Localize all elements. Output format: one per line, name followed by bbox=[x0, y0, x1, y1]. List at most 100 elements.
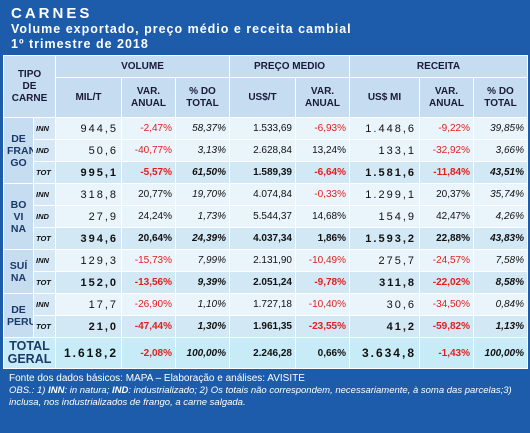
cell: 58,37% bbox=[175, 117, 230, 140]
cell: 944,5 bbox=[55, 117, 122, 140]
cell: 1.581,6 bbox=[349, 161, 420, 184]
label-line: PERU bbox=[7, 315, 34, 328]
data-row: SUÍ NA INN 129,3 -15,73% 7,99% 2.131,90 -10,49%… bbox=[3, 249, 528, 294]
cell: -2,47% bbox=[121, 117, 176, 140]
cell: 5.544,37 bbox=[229, 205, 296, 228]
cell: 19,70% bbox=[175, 183, 230, 206]
cell: 3,66% bbox=[473, 139, 528, 162]
cell: -26,90% bbox=[121, 293, 176, 316]
footer: Fonte dos dados básicos: MAPA – Elaboraç… bbox=[3, 369, 527, 409]
cell: 1.727,18 bbox=[229, 293, 296, 316]
cell: 24,24% bbox=[121, 205, 176, 228]
cell: 1.533,69 bbox=[229, 117, 296, 140]
label-line: TIPO bbox=[17, 68, 42, 80]
label-line: DE bbox=[11, 303, 26, 316]
cell: -9,78% bbox=[295, 271, 350, 294]
cell: -23,55% bbox=[295, 315, 350, 338]
subtitle: Volume exportado, preço médio e receita … bbox=[11, 22, 352, 36]
cell: -13,56% bbox=[121, 271, 176, 294]
cell: 152,0 bbox=[55, 271, 122, 294]
section-label: DE PERU bbox=[3, 293, 34, 338]
title: CARNES bbox=[11, 5, 93, 22]
cell: 394,6 bbox=[55, 227, 122, 250]
cell: 4,26% bbox=[473, 205, 528, 228]
label-line: SUÍ bbox=[9, 259, 28, 272]
column-header: % DO TOTAL bbox=[473, 77, 528, 118]
column-header: US$/T bbox=[229, 77, 296, 118]
cell: 42,47% bbox=[419, 205, 474, 228]
data-row: TOT 394,6 20,64% 24,39% 4.037,34 1,86% 1.593,2… bbox=[4, 227, 528, 250]
cell: 100,00% bbox=[473, 337, 528, 369]
data-row: IND 27,9 24,24% 1,73% 5.544,37 14,68% 154,9 42,… bbox=[4, 205, 528, 228]
group-header: RECEITA bbox=[349, 55, 528, 78]
label-line: GO bbox=[10, 156, 27, 169]
column-header: VAR. ANUAL bbox=[295, 77, 350, 118]
cell: 1.589,39 bbox=[229, 161, 296, 184]
column-header: VAR. ANUAL bbox=[121, 77, 176, 118]
cell: 20,77% bbox=[121, 183, 176, 206]
group-header: PREÇO MEDIO bbox=[229, 55, 350, 78]
cell: -47,44% bbox=[121, 315, 176, 338]
data-table: TIPO DE CARNE VOLUME PREÇO MEDIO RECEITA MIL/T… bbox=[3, 55, 528, 369]
cell: -34,50% bbox=[419, 293, 474, 316]
section-label: BO VI NA bbox=[3, 183, 34, 250]
cell: 21,0 bbox=[55, 315, 122, 338]
cell: 4.037,34 bbox=[229, 227, 296, 250]
sub-type: INN bbox=[33, 117, 56, 140]
cell: -1,43% bbox=[419, 337, 474, 369]
column-header: % DO TOTAL bbox=[175, 77, 230, 118]
cell: 14,68% bbox=[295, 205, 350, 228]
cell: 1,30% bbox=[175, 315, 230, 338]
note-part: INN bbox=[48, 385, 65, 396]
cell: 275,7 bbox=[349, 249, 420, 272]
label-line: CARNE bbox=[11, 92, 48, 104]
data-row: BO VI NA INN 318,8 20,77% 19,70% 4.074,84 -0,33%… bbox=[3, 183, 528, 250]
cell: 1.961,35 bbox=[229, 315, 296, 338]
label-line: GERAL bbox=[7, 352, 52, 366]
cell: 2.131,90 bbox=[229, 249, 296, 272]
label-line: NA bbox=[10, 271, 27, 284]
cell: 61,50% bbox=[175, 161, 230, 184]
cell: 2.628,84 bbox=[229, 139, 296, 162]
cell: 24,39% bbox=[175, 227, 230, 250]
label-line: TOTAL bbox=[9, 339, 50, 353]
cell: -59,82% bbox=[419, 315, 474, 338]
cell: 154,9 bbox=[349, 205, 420, 228]
cell: 1.299,1 bbox=[349, 183, 420, 206]
cell: -6,93% bbox=[295, 117, 350, 140]
cell: -10,49% bbox=[295, 249, 350, 272]
cell: -6,64% bbox=[295, 161, 350, 184]
note-part: : industrializado; 2) Os totais não corr… bbox=[9, 385, 512, 408]
cell: 39,85% bbox=[473, 117, 528, 140]
section-label: DE FRAN GO bbox=[3, 117, 34, 184]
cell: -22,02% bbox=[419, 271, 474, 294]
cell: -24,57% bbox=[419, 249, 474, 272]
cell: 43,83% bbox=[473, 227, 528, 250]
period: 1º trimestre de 2018 bbox=[11, 37, 149, 51]
cell: 17,7 bbox=[55, 293, 122, 316]
cell: 3.634,8 bbox=[349, 337, 420, 369]
cell: 50,6 bbox=[55, 139, 122, 162]
cell: 20,37% bbox=[419, 183, 474, 206]
cell: -32,92% bbox=[419, 139, 474, 162]
cell: 1,10% bbox=[175, 293, 230, 316]
label-line: DE bbox=[22, 80, 37, 92]
cell: 995,1 bbox=[55, 161, 122, 184]
cell: 3,13% bbox=[175, 139, 230, 162]
cell: 0,66% bbox=[295, 337, 350, 369]
cell: 4.074,84 bbox=[229, 183, 296, 206]
cell: 27,9 bbox=[55, 205, 122, 228]
cell: 133,1 bbox=[349, 139, 420, 162]
sub-type: TOT bbox=[33, 271, 56, 294]
label-line: VI bbox=[13, 210, 24, 223]
sub-type: INN bbox=[33, 183, 56, 206]
sub-type: INN bbox=[33, 293, 56, 316]
label-line: FRAN bbox=[7, 144, 34, 157]
data-row: TOT 152,0 -13,56% 9,39% 2.051,24 -9,78% 311,8-… bbox=[4, 271, 528, 294]
source: Fonte dos dados básicos: MAPA – Elaboraç… bbox=[9, 373, 305, 384]
cell: 43,51% bbox=[473, 161, 528, 184]
section-label: SUÍ NA bbox=[3, 249, 34, 294]
cell: 311,8 bbox=[349, 271, 420, 294]
total-label: TOTAL GERAL bbox=[3, 337, 56, 369]
